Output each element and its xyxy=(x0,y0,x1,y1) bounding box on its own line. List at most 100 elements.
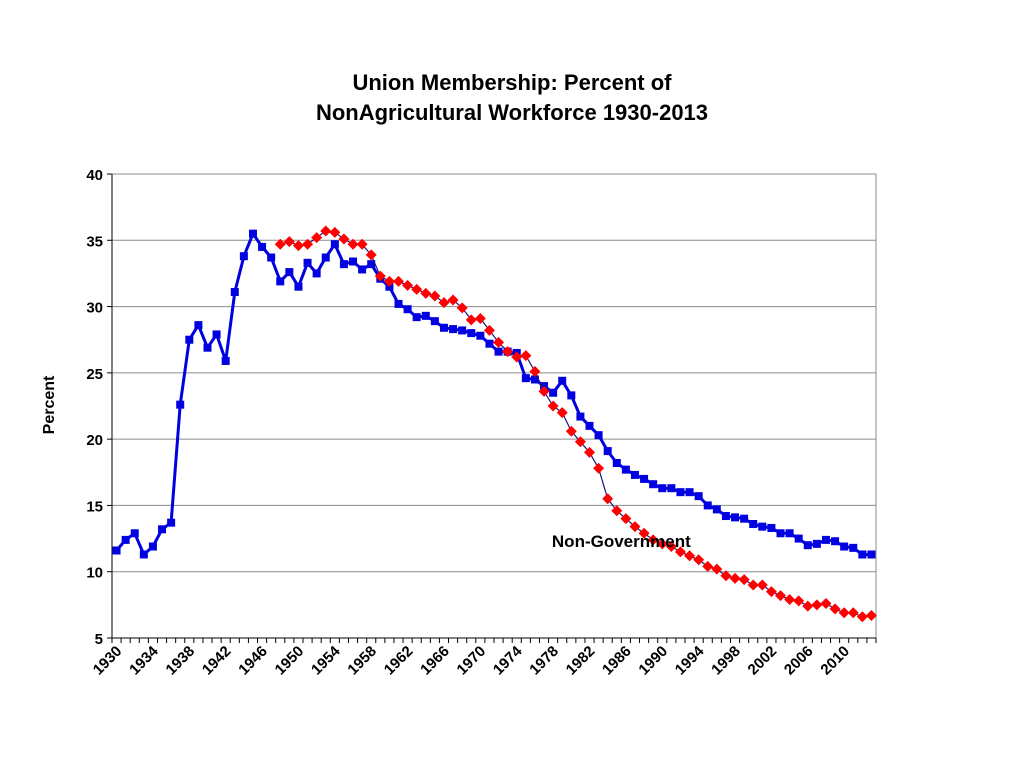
point-0-1962 xyxy=(403,305,412,314)
point-0-2001 xyxy=(758,522,767,531)
point-0-1958 xyxy=(367,260,376,269)
point-0-1982 xyxy=(585,421,594,430)
point-0-1931 xyxy=(121,535,130,544)
point-0-1940 xyxy=(203,343,212,352)
point-1-1995 xyxy=(702,560,714,572)
point-0-1939 xyxy=(194,321,203,330)
point-1-1986 xyxy=(620,513,632,525)
point-1-1980 xyxy=(565,425,577,437)
x-tick-label-1942: 1942 xyxy=(199,643,235,679)
point-0-1936 xyxy=(167,518,176,527)
point-0-1961 xyxy=(394,299,403,308)
point-0-2012 xyxy=(858,550,867,559)
point-1-1985 xyxy=(611,505,623,517)
point-0-2011 xyxy=(849,543,858,552)
point-0-1950 xyxy=(294,282,303,291)
y-tick-label-40: 40 xyxy=(86,167,103,184)
point-0-1932 xyxy=(130,529,139,538)
point-1-1975 xyxy=(520,350,532,362)
point-1-1991 xyxy=(665,541,677,553)
series-1 xyxy=(274,225,877,623)
x-tick-label-1998: 1998 xyxy=(708,643,744,679)
point-0-1996 xyxy=(712,505,721,514)
point-1-1977 xyxy=(538,385,550,397)
point-1-1990 xyxy=(656,538,668,550)
point-1-1963 xyxy=(411,283,423,295)
point-1-1994 xyxy=(693,554,705,566)
point-1-1966 xyxy=(438,297,450,309)
point-1-2004 xyxy=(784,594,796,606)
y-tick-label-35: 35 xyxy=(86,233,103,250)
chart-title: Union Membership: Percent of NonAgricult… xyxy=(0,68,1024,128)
point-0-1944 xyxy=(239,252,248,261)
x-tick-label-1978: 1978 xyxy=(526,643,562,679)
point-0-1957 xyxy=(358,265,367,274)
point-0-2000 xyxy=(749,519,758,528)
point-0-1949 xyxy=(285,268,294,277)
point-1-1968 xyxy=(456,302,468,314)
grid-lines xyxy=(112,173,876,573)
point-1-1955 xyxy=(338,233,350,245)
point-1-1964 xyxy=(420,287,432,299)
point-1-1998 xyxy=(729,572,741,584)
point-0-1987 xyxy=(630,470,639,479)
point-0-1980 xyxy=(567,391,576,400)
point-0-1984 xyxy=(603,447,612,456)
point-0-1945 xyxy=(248,229,257,238)
point-1-1959 xyxy=(374,270,386,282)
point-1-1972 xyxy=(493,336,505,348)
point-1-2008 xyxy=(820,598,832,610)
series-1-line xyxy=(280,230,872,618)
annotation-non-government: Non-Government xyxy=(552,532,691,551)
point-1-1958 xyxy=(365,249,377,261)
point-0-1975 xyxy=(521,374,530,383)
y-tick-label-15: 15 xyxy=(86,498,103,515)
point-0-1985 xyxy=(612,459,621,468)
point-1-1950 xyxy=(292,240,304,252)
y-tick-label-10: 10 xyxy=(86,565,103,582)
point-1-2009 xyxy=(829,603,841,615)
point-1-2010 xyxy=(838,607,850,619)
point-1-1954 xyxy=(329,226,341,238)
point-1-1978 xyxy=(547,400,559,412)
point-0-1972 xyxy=(494,347,503,356)
point-0-1967 xyxy=(449,325,458,334)
point-0-1968 xyxy=(458,326,467,335)
point-1-1965 xyxy=(429,290,441,302)
point-1-1992 xyxy=(674,546,686,558)
x-tick-label-1982: 1982 xyxy=(563,643,599,679)
point-1-1949 xyxy=(283,236,295,248)
series-layer xyxy=(112,225,877,623)
point-1-1981 xyxy=(574,436,586,448)
point-0-1990 xyxy=(658,484,667,493)
point-0-1954 xyxy=(330,240,339,249)
point-0-1983 xyxy=(594,431,603,440)
x-tick-label-2002: 2002 xyxy=(745,643,781,679)
point-0-1994 xyxy=(694,492,703,501)
point-0-1948 xyxy=(276,277,285,286)
point-1-2006 xyxy=(802,600,814,612)
point-1-1983 xyxy=(593,462,605,474)
chart-title-line-1: Union Membership: Percent of xyxy=(352,70,672,95)
point-1-1953 xyxy=(320,225,332,237)
point-0-2010 xyxy=(840,542,849,551)
point-1-1970 xyxy=(474,313,486,325)
point-1-1973 xyxy=(502,346,514,358)
x-tick-label-1946: 1946 xyxy=(235,643,271,679)
point-0-1943 xyxy=(230,287,239,296)
point-1-1974 xyxy=(511,351,523,363)
point-1-1988 xyxy=(638,527,650,539)
point-1-1957 xyxy=(356,238,368,250)
axes xyxy=(107,173,877,643)
point-0-1956 xyxy=(349,257,358,266)
point-0-1963 xyxy=(412,313,421,322)
point-0-1976 xyxy=(530,375,539,384)
point-1-2005 xyxy=(793,595,805,607)
point-0-1997 xyxy=(721,512,730,521)
point-0-1964 xyxy=(421,311,430,320)
point-0-1995 xyxy=(703,501,712,510)
point-1-1979 xyxy=(556,407,568,419)
point-0-1946 xyxy=(258,242,267,251)
point-1-1969 xyxy=(465,314,477,326)
